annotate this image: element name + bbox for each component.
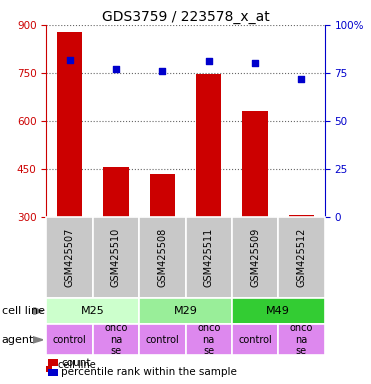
Bar — [139, 298, 232, 324]
Bar — [232, 324, 278, 355]
Polygon shape — [33, 337, 43, 343]
Bar — [93, 217, 139, 298]
Bar — [57, 32, 82, 217]
Point — [206, 58, 211, 65]
Bar — [46, 217, 93, 298]
Bar — [139, 217, 186, 298]
Text: onco
na
se: onco na se — [197, 323, 220, 356]
Point — [67, 56, 73, 63]
Bar — [278, 324, 325, 355]
Text: M29: M29 — [174, 306, 197, 316]
Text: percentile rank within the sample: percentile rank within the sample — [61, 367, 237, 377]
Text: GSM425511: GSM425511 — [204, 228, 214, 287]
Bar — [232, 217, 278, 298]
Text: control: control — [238, 335, 272, 345]
Text: onco
na
se: onco na se — [290, 323, 313, 356]
Point — [252, 60, 258, 66]
Bar — [93, 324, 139, 355]
Text: M49: M49 — [266, 306, 290, 316]
Text: agent: agent — [2, 335, 34, 345]
Bar — [278, 217, 325, 298]
Bar — [139, 324, 186, 355]
Bar — [150, 174, 175, 217]
Point — [298, 76, 304, 82]
Bar — [186, 324, 232, 355]
Text: GSM425508: GSM425508 — [157, 228, 167, 287]
Bar — [103, 167, 129, 217]
Text: control: control — [145, 335, 179, 345]
Bar — [242, 111, 268, 217]
Bar — [186, 217, 232, 298]
Text: count: count — [61, 358, 91, 368]
Text: onco
na
se: onco na se — [104, 323, 128, 356]
Point — [160, 68, 165, 74]
Text: GSM425507: GSM425507 — [65, 228, 75, 287]
Text: GSM425509: GSM425509 — [250, 228, 260, 287]
Text: control: control — [53, 335, 86, 345]
Bar — [46, 298, 139, 324]
Bar — [289, 215, 314, 217]
Point — [113, 66, 119, 72]
Title: GDS3759 / 223578_x_at: GDS3759 / 223578_x_at — [102, 10, 269, 24]
Text: M25: M25 — [81, 306, 105, 316]
Bar — [232, 298, 325, 324]
Bar — [196, 74, 221, 217]
Text: GSM425510: GSM425510 — [111, 228, 121, 287]
Bar — [46, 324, 93, 355]
Text: cell line: cell line — [2, 306, 45, 316]
Polygon shape — [33, 308, 43, 314]
Text: GSM425512: GSM425512 — [296, 228, 306, 287]
Text: cell line: cell line — [58, 360, 95, 370]
